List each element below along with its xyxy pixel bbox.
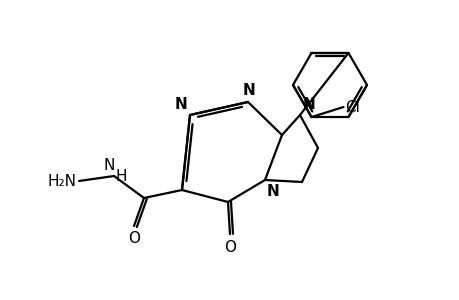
Text: N: N: [242, 83, 255, 98]
Text: N: N: [174, 97, 187, 112]
Text: N: N: [103, 158, 115, 173]
Text: O: O: [224, 240, 235, 255]
Text: H₂N: H₂N: [48, 173, 77, 188]
Text: Cl: Cl: [345, 100, 359, 115]
Text: O: O: [128, 231, 140, 246]
Text: N: N: [302, 97, 315, 112]
Text: H: H: [115, 169, 127, 184]
Text: N: N: [266, 184, 279, 199]
